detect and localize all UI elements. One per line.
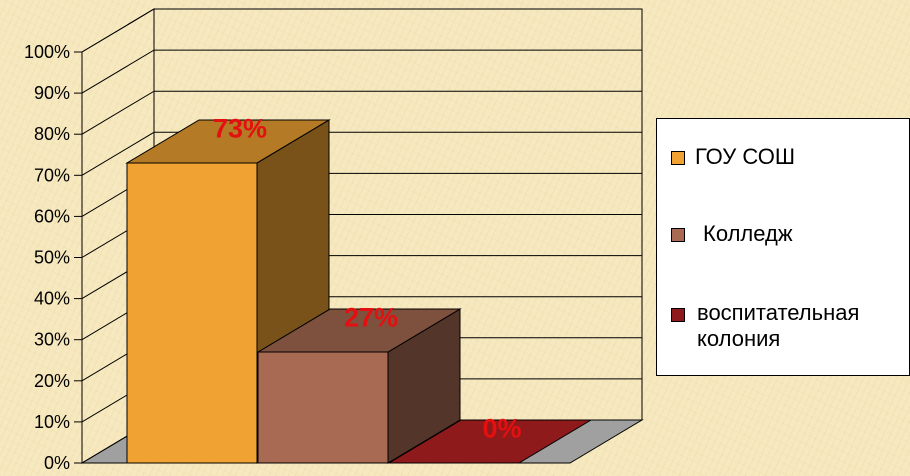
legend-swatch-gou-sosh	[671, 151, 685, 165]
data-label-gou-sosh: 73%	[213, 113, 267, 143]
column-chart-3d: 0% 10% 20% 30% 40% 50% 60% 70% 80% 90% 100% 73% 27%…	[24, 8, 644, 473]
legend-label-colony: воспитательная колония	[697, 300, 860, 351]
y-tick-label: 40%	[34, 289, 70, 309]
y-tick-label: 0%	[44, 453, 70, 473]
legend: ГОУ СОШ Колледж воспитательная колония	[656, 118, 910, 376]
gridline	[81, 8, 642, 53]
data-label-college: 27%	[344, 303, 398, 333]
y-tick-label: 20%	[34, 371, 70, 391]
bar-front-college	[257, 351, 389, 464]
data-labels: 73% 27% 0%	[213, 113, 522, 443]
y-tick-label: 30%	[34, 330, 70, 350]
gridline	[81, 90, 642, 135]
data-label-colony: 0%	[482, 414, 521, 444]
y-tick-label: 70%	[34, 165, 70, 185]
bar-colony	[387, 419, 593, 464]
bar-top-gou-sosh	[125, 119, 331, 164]
legend-label-gou-sosh: ГОУ СОШ	[695, 144, 796, 169]
y-tick-label: 60%	[34, 206, 70, 226]
gridline	[81, 49, 642, 94]
legend-label-college: Колледж	[703, 221, 793, 246]
y-tick-label: 50%	[34, 248, 70, 268]
bar-top-colony	[387, 419, 593, 464]
y-tick-label: 80%	[34, 124, 70, 144]
bar-front-gou-sosh	[126, 162, 258, 464]
bars	[125, 119, 593, 464]
y-axis: 0% 10% 20% 30% 40% 50% 60% 70% 80% 90% 100%	[24, 42, 83, 473]
y-tick-label: 100%	[24, 42, 70, 62]
y-tick-label: 10%	[34, 412, 70, 432]
y-tick-label: 90%	[34, 83, 70, 103]
bar-top-college	[256, 308, 462, 353]
legend-swatch-college	[671, 228, 685, 242]
bar-college	[256, 308, 462, 464]
legend-swatch-colony	[671, 308, 685, 322]
gridline	[81, 131, 642, 176]
